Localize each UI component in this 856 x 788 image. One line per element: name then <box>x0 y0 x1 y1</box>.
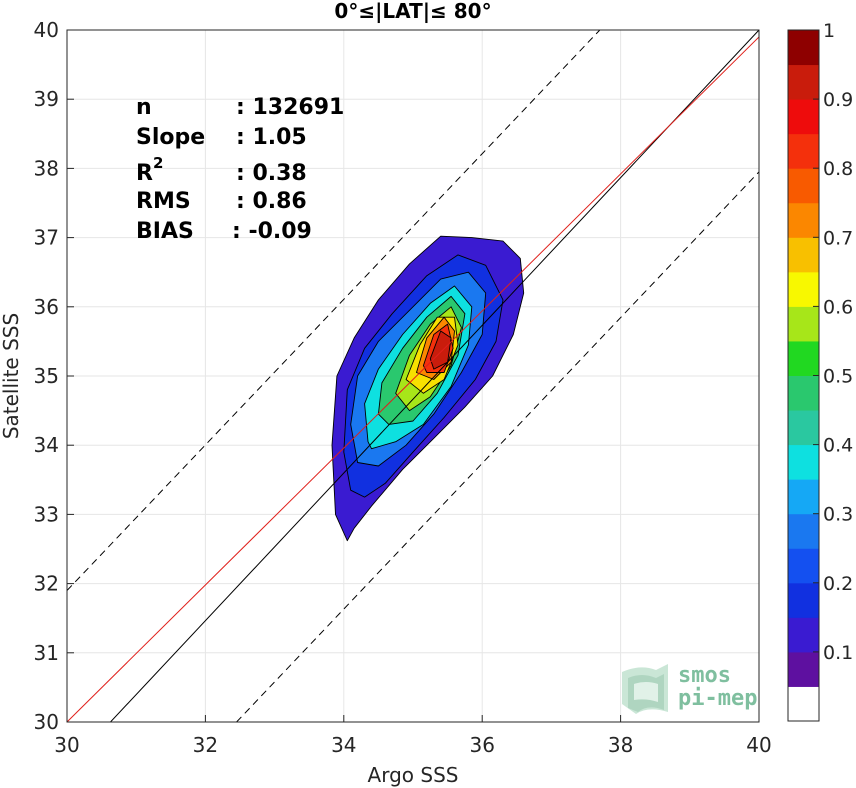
colorbar-segment <box>788 513 819 549</box>
colorbar-ticks: 0.1 0.2 0.3 0.4 0.5 0.6 0.7 0.8 0.9 1 <box>813 20 853 664</box>
y-tick-label: 33 <box>34 502 59 526</box>
x-axis-label: Argo SSS <box>368 763 459 787</box>
y-tick-label: 39 <box>34 87 59 111</box>
colorbar-tick-label: 0.2 <box>823 573 853 595</box>
colorbar-segment <box>788 375 819 411</box>
y-tick-label: 34 <box>34 433 59 457</box>
regression-line <box>67 36 759 722</box>
x-tick-label: 38 <box>608 733 633 757</box>
density-contours <box>331 235 525 542</box>
colorbar-segment <box>788 444 819 480</box>
stat-r2-superscript: 2 <box>153 154 163 172</box>
x-tick-label: 32 <box>193 733 218 757</box>
stat-r2-label: R <box>136 161 153 186</box>
colorbar-frame <box>787 29 820 722</box>
colorbar <box>788 30 819 722</box>
stats-block: n : 132691 Slope : 1.05 R 2 : 0.38 RMS :… <box>136 95 344 244</box>
y-tick-label: 32 <box>34 572 59 596</box>
colorbar-segment <box>788 64 819 100</box>
upper-bound-line <box>67 30 601 591</box>
x-tick-label: 36 <box>469 733 494 757</box>
colorbar-tick-label: 0.6 <box>823 296 853 318</box>
stat-r2-value: : 0.38 <box>236 161 307 186</box>
colorbar-segment <box>788 306 819 342</box>
colorbar-tick-label: 0.5 <box>823 366 853 388</box>
colorbar-tick-label: 0.3 <box>823 504 853 526</box>
colorbar-segment <box>788 340 819 376</box>
stat-slope-value: : 1.05 <box>236 125 307 150</box>
colorbar-segment <box>788 133 819 169</box>
watermark-text-2: pi-mep <box>678 686 757 711</box>
colorbar-tick-label: 1 <box>823 20 835 42</box>
watermark: smos pi-mep <box>622 663 757 714</box>
y-tick-label: 40 <box>34 18 59 42</box>
stat-slope-label: Slope <box>136 125 205 150</box>
colorbar-segment <box>788 479 819 515</box>
x-tick-label: 30 <box>54 733 79 757</box>
y-tick-label: 36 <box>34 295 59 319</box>
stat-n-label: n <box>136 95 152 120</box>
y-tick-label: 37 <box>34 226 59 250</box>
colorbar-segment <box>788 99 819 135</box>
x-tick-label: 40 <box>746 733 771 757</box>
colorbar-segment <box>788 548 819 584</box>
lower-bound-line <box>236 171 759 722</box>
stat-bias-value: : -0.09 <box>232 219 312 244</box>
colorbar-tick-label: 0.7 <box>823 227 853 249</box>
colorbar-segment <box>788 30 819 66</box>
y-tick-label: 30 <box>34 710 59 734</box>
stat-rms-label: RMS <box>136 189 191 214</box>
colorbar-tick-label: 0.9 <box>823 89 853 111</box>
y-tick-label: 38 <box>34 156 59 180</box>
x-tick-label: 34 <box>331 733 356 757</box>
watermark-text-1: smos <box>678 663 731 688</box>
colorbar-tick-label: 0.4 <box>823 435 853 457</box>
identity-line <box>109 30 759 722</box>
colorbar-segment <box>788 617 819 653</box>
y-tick-label: 35 <box>34 364 59 388</box>
y-axis-label: Satellite SSS <box>0 313 23 439</box>
stat-rms-value: : 0.86 <box>236 189 307 214</box>
watermark-logo <box>622 664 668 714</box>
colorbar-segment <box>788 237 819 273</box>
x-axis-ticks: 30 32 34 36 38 40 <box>54 715 772 757</box>
colorbar-segment <box>788 202 819 238</box>
reference-lines <box>67 30 759 722</box>
stat-n-value: : 132691 <box>236 95 344 120</box>
chart-title: 0°≤|LAT|≤ 80° <box>334 0 491 23</box>
colorbar-tick-label: 0.1 <box>823 642 853 664</box>
y-tick-label: 31 <box>34 641 59 665</box>
colorbar-segment <box>788 168 819 204</box>
density-contour-10 <box>429 330 452 370</box>
stat-bias-label: BIAS <box>136 219 194 244</box>
colorbar-tick-label: 0.8 <box>823 158 853 180</box>
colorbar-segment <box>788 686 819 722</box>
colorbar-segment <box>788 651 819 687</box>
colorbar-segment <box>788 582 819 618</box>
colorbar-segment <box>788 271 819 307</box>
colorbar-segment <box>788 410 819 446</box>
y-axis-ticks: 30 31 32 33 34 35 36 37 38 39 40 <box>34 18 74 734</box>
